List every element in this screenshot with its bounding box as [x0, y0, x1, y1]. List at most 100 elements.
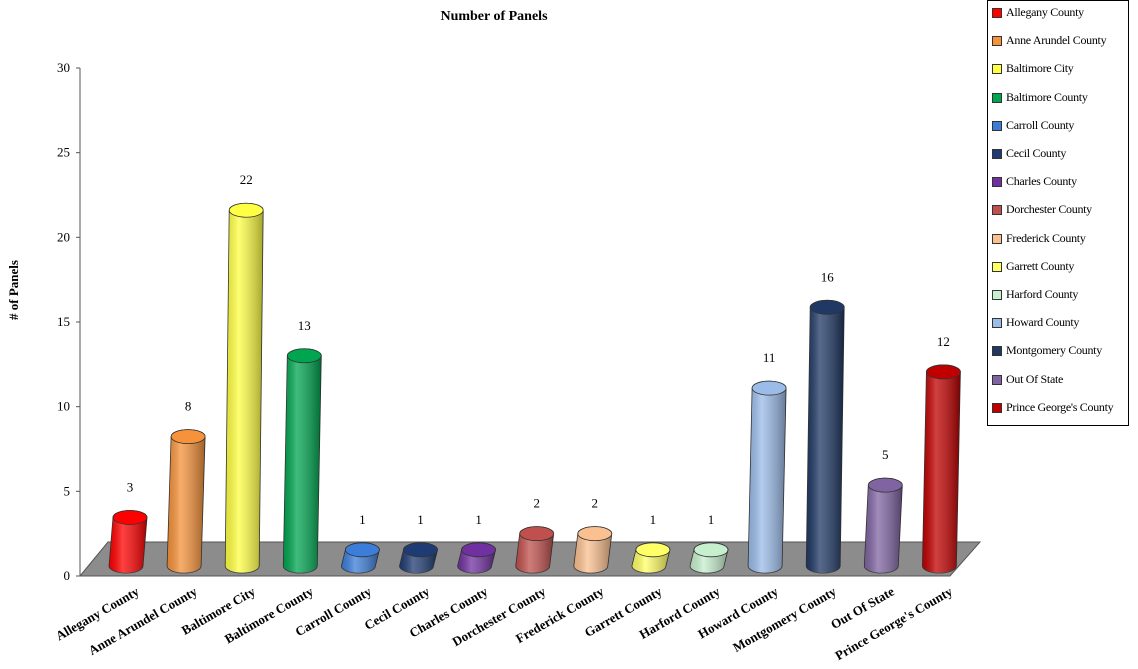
bar-top [344, 542, 380, 558]
data-label: 8 [185, 399, 192, 414]
legend-item: Cecil County [992, 147, 1066, 159]
bar: 11 [747, 350, 787, 574]
bar-shading [283, 348, 322, 573]
legend-label: Out Of State [1006, 371, 1064, 386]
legend-item: Baltimore County [992, 91, 1088, 103]
bar: 2 [573, 496, 613, 574]
bar: 1 [457, 512, 497, 574]
bar-shading [109, 510, 147, 573]
bar: 16 [805, 269, 845, 574]
bar-top [926, 364, 961, 380]
data-label: 1 [359, 512, 366, 527]
legend-swatch [992, 36, 1002, 47]
data-label: 1 [475, 512, 482, 527]
legend-item: Montgomery County [992, 343, 1102, 358]
bar: 3 [108, 479, 148, 574]
bar-shading [922, 364, 961, 573]
legend-swatch [992, 120, 1002, 131]
y-tick-label: 0 [64, 568, 71, 583]
data-label: 2 [592, 496, 599, 511]
data-label: 13 [298, 318, 311, 333]
legend-label: Anne Arundel County [1006, 33, 1107, 48]
bar-top [228, 202, 264, 218]
legend-label: Montgomery County [1006, 343, 1102, 358]
y-tick-label: 10 [57, 399, 70, 414]
y-tick-label: 30 [57, 60, 70, 75]
bar-top [693, 542, 729, 558]
legend-item: Out Of State [992, 373, 1063, 385]
legend-label: Prince George's County [1006, 399, 1114, 414]
bar-top [635, 542, 671, 558]
bar-shading [806, 300, 845, 573]
legend-item: Allegany County [992, 6, 1084, 18]
legend-swatch [992, 149, 1002, 159]
data-label: 1 [417, 512, 424, 527]
bar: 5 [863, 447, 903, 574]
bar: 12 [921, 334, 961, 574]
legend-label: Carroll County [1006, 117, 1075, 132]
y-tick-label: 5 [64, 483, 71, 498]
legend-swatch [992, 64, 1002, 75]
legend-swatch [992, 290, 1002, 300]
legend-item: Prince George's County [992, 399, 1114, 414]
y-tick-label: 25 [57, 145, 70, 160]
bar-top [461, 542, 497, 558]
legend-label: Cecil County [1006, 146, 1067, 160]
bar-top [751, 380, 787, 396]
chart-title: Number of Panels [440, 9, 548, 24]
bar-top [286, 348, 322, 364]
legend: Allegany County Anne Arundel County Baltim… [987, 0, 1129, 426]
bar: 13 [282, 318, 322, 574]
legend-swatch [992, 318, 1002, 329]
legend-label: Charles County [1006, 174, 1077, 189]
data-label: 1 [708, 512, 715, 527]
data-label: 3 [127, 479, 134, 494]
x-tick-label: Anne Arundel County [86, 583, 200, 658]
legend-label: Garrett County [1006, 258, 1075, 273]
legend-label: Allegany County [1006, 5, 1084, 19]
legend-swatch [992, 402, 1002, 413]
legend-item: Carroll County [992, 119, 1074, 131]
bar: 1 [689, 512, 729, 574]
legend-item: Baltimore City [992, 61, 1074, 76]
bar: 1 [631, 512, 671, 574]
data-label: 2 [533, 496, 540, 511]
data-label: 11 [763, 350, 776, 365]
legend-label: Harford County [1006, 287, 1079, 301]
bar: 1 [340, 512, 380, 574]
legend-item: Anne Arundel County [992, 33, 1107, 48]
legend-label: Baltimore County [1006, 89, 1088, 104]
legend-item: Garrett County [992, 260, 1074, 272]
data-label: 22 [240, 172, 253, 187]
data-label: 12 [937, 334, 950, 349]
y-axis-label: # of Panels [6, 260, 21, 320]
legend-item: Howard County [992, 316, 1079, 329]
y-tick-label: 15 [57, 314, 70, 329]
legend-label: Dorchester County [1006, 202, 1092, 217]
legend-item: Dorchester County [992, 202, 1092, 217]
legend-swatch [992, 374, 1002, 385]
legend-swatch [992, 346, 1002, 357]
bar-shading [864, 478, 903, 573]
bar: 1 [399, 512, 438, 574]
legend-label: Frederick County [1006, 230, 1086, 245]
bar: 22 [224, 172, 264, 574]
bar-top [519, 526, 555, 542]
bar: 8 [166, 399, 206, 574]
bar-shading [748, 381, 787, 573]
bar-top [403, 542, 438, 558]
bar-shading [225, 203, 264, 574]
legend-swatch [992, 92, 1002, 103]
legend-swatch [992, 177, 1002, 188]
legend-item: Frederick County [992, 232, 1086, 244]
legend-label: Baltimore City [1006, 61, 1074, 76]
bar-top [577, 526, 613, 542]
bar: 2 [515, 496, 555, 574]
legend-swatch [992, 233, 1002, 244]
bar-top [112, 510, 148, 525]
bar-top [809, 299, 845, 315]
bar-shading [167, 429, 206, 573]
